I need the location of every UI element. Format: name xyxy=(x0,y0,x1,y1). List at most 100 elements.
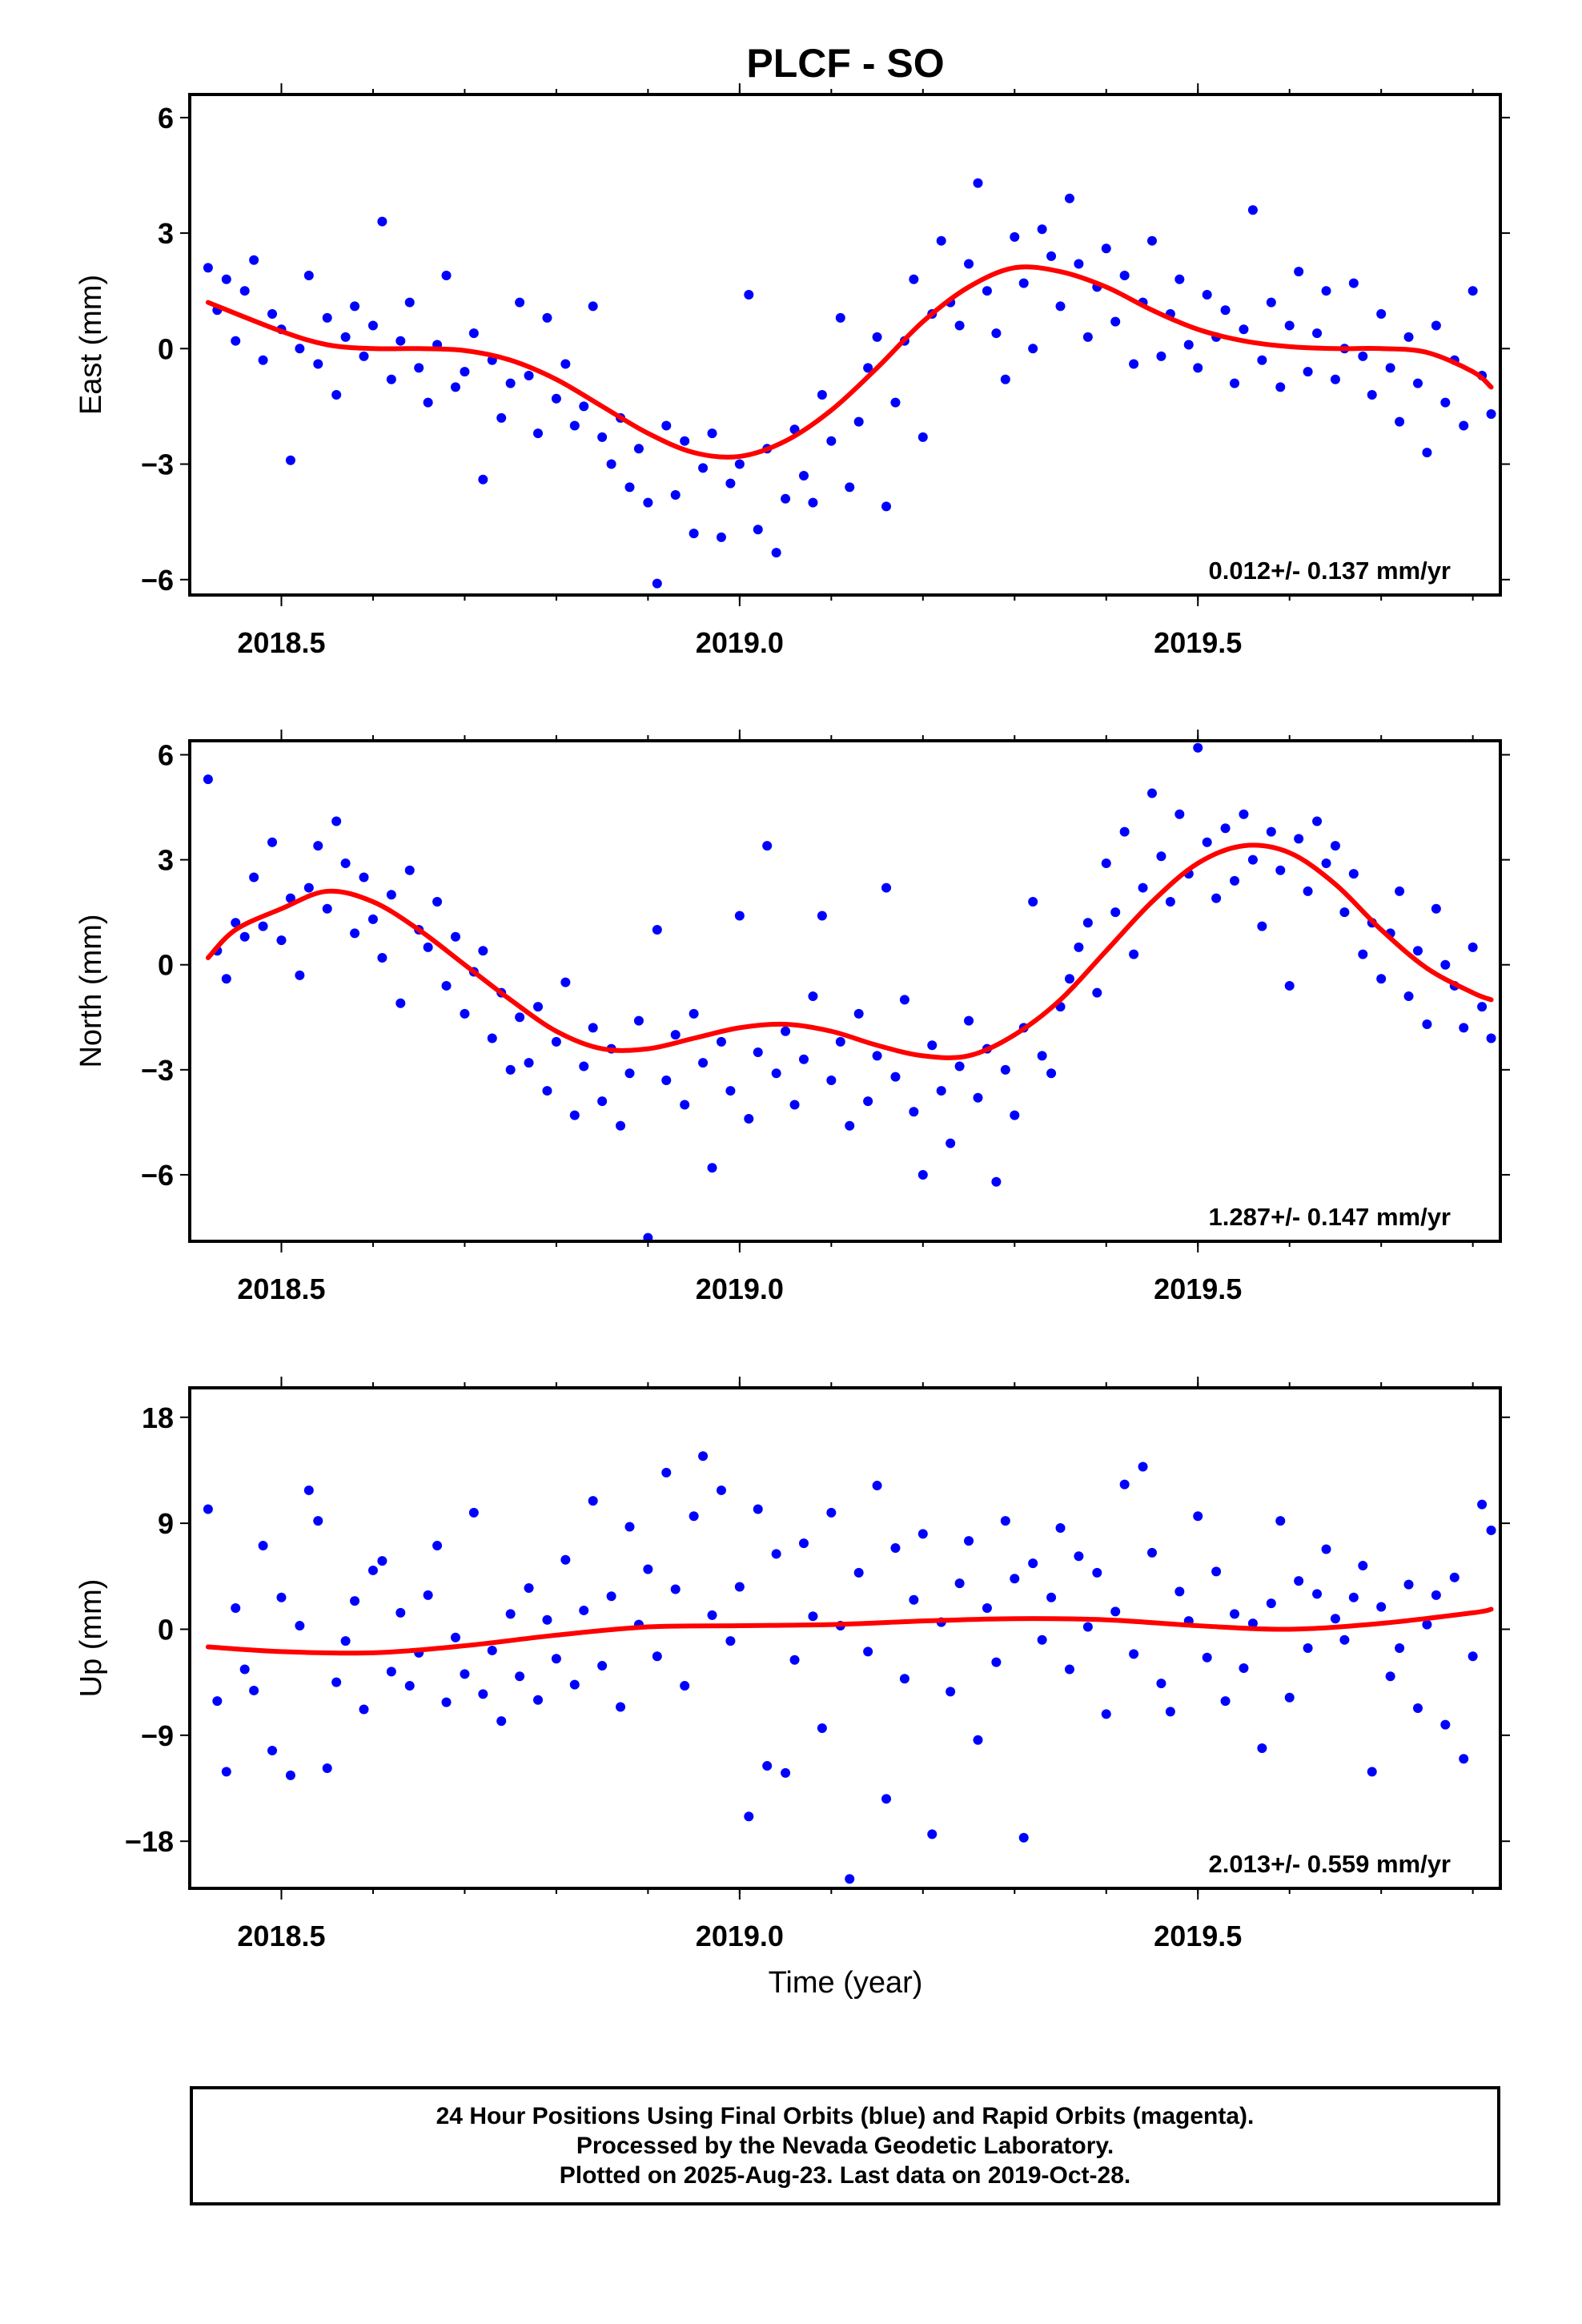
up-data-point xyxy=(423,1590,433,1600)
north-panel: 6 3 0 −3 −6 2018.5 2019.0 2019.5 1.287+/- 0.147 … xyxy=(74,730,1510,1305)
up-velocity-label: 2.013+/- 0.559 mm/yr xyxy=(1209,1850,1451,1878)
north-data-point xyxy=(845,1120,855,1131)
north-data-point xyxy=(1376,974,1387,984)
up-data-point xyxy=(1486,1525,1496,1535)
north-data-point xyxy=(1193,742,1203,753)
up-data-point xyxy=(579,1605,589,1615)
east-data-point xyxy=(1239,324,1249,335)
north-data-point xyxy=(973,1092,983,1103)
north-data-point xyxy=(1284,980,1295,991)
up-data-point xyxy=(1312,1589,1323,1599)
north-data-point xyxy=(616,1120,626,1131)
up-data-point xyxy=(670,1584,681,1594)
up-data-point xyxy=(1330,1614,1340,1624)
north-data-point xyxy=(661,1075,672,1085)
north-ytick-label: 6 xyxy=(158,738,174,771)
north-data-point xyxy=(1230,875,1240,886)
up-data-point xyxy=(1037,1634,1047,1645)
east-data-point xyxy=(1110,316,1121,327)
east-data-point xyxy=(1193,363,1203,373)
north-fit-line xyxy=(205,842,1494,1060)
caption-line-1: 24 Hour Positions Using Final Orbits (bl… xyxy=(436,2103,1255,2129)
east-data-point xyxy=(1266,297,1276,308)
north-data-point xyxy=(881,883,892,893)
east-data-point xyxy=(707,428,717,439)
up-data-point xyxy=(524,1583,534,1593)
east-data-point xyxy=(1230,378,1240,388)
east-data-point xyxy=(954,320,965,331)
east-data-point xyxy=(1468,286,1478,296)
east-ytick-label: 6 xyxy=(158,102,174,135)
north-data-point xyxy=(917,1169,928,1180)
up-data-point xyxy=(1459,1754,1469,1764)
up-data-point xyxy=(853,1567,864,1578)
up-data-point xyxy=(753,1504,763,1514)
north-data-point xyxy=(579,1061,589,1072)
east-data-point xyxy=(863,363,873,373)
caption-line-3: Plotted on 2025-Aug-23. Last data on 201… xyxy=(559,2162,1131,2189)
up-data-point xyxy=(1138,1462,1148,1472)
east-data-point xyxy=(1146,235,1157,246)
east-data-point xyxy=(1010,231,1020,242)
east-data-point xyxy=(798,470,809,480)
up-data-point xyxy=(249,1685,259,1695)
east-data-point xyxy=(285,455,295,465)
north-data-point xyxy=(1440,959,1451,970)
north-data-point xyxy=(817,911,827,921)
north-data-point xyxy=(285,893,295,903)
north-data-point xyxy=(203,774,213,785)
north-data-point xyxy=(1037,1051,1047,1061)
north-data-point xyxy=(331,816,342,826)
up-data-point xyxy=(1230,1609,1240,1619)
north-data-point xyxy=(560,977,571,987)
north-data-point xyxy=(1110,907,1121,918)
north-data-point xyxy=(1174,809,1185,819)
up-data-point xyxy=(1146,1547,1157,1558)
east-data-point xyxy=(533,428,544,439)
east-data-point xyxy=(478,474,488,485)
north-data-point xyxy=(1312,816,1323,826)
north-data-point xyxy=(1000,1064,1010,1075)
up-data-point xyxy=(1129,1649,1139,1659)
north-data-point xyxy=(753,1047,763,1057)
east-data-point xyxy=(1082,332,1093,342)
north-data-point xyxy=(569,1110,580,1120)
up-data-point xyxy=(542,1614,552,1625)
up-data-point xyxy=(616,1702,626,1712)
north-xtick-label: 2019.0 xyxy=(696,1273,784,1305)
north-data-point xyxy=(954,1061,965,1072)
north-data-point xyxy=(295,970,305,980)
up-data-point xyxy=(1284,1692,1295,1703)
east-data-point xyxy=(1174,274,1185,284)
east-data-point xyxy=(423,397,433,408)
up-data-point xyxy=(239,1664,250,1675)
up-data-point xyxy=(1082,1622,1093,1632)
east-data-point xyxy=(1412,378,1423,388)
east-data-point xyxy=(1257,355,1267,365)
north-data-point xyxy=(927,1040,938,1051)
east-data-point xyxy=(716,532,726,542)
east-data-point xyxy=(505,378,516,388)
up-plot-frame xyxy=(188,1386,1502,1890)
up-data-point xyxy=(817,1723,827,1733)
east-data-point xyxy=(890,397,901,408)
up-data-point xyxy=(1000,1516,1010,1526)
east-data-point xyxy=(1183,340,1194,350)
north-xtick-label: 2018.5 xyxy=(237,1273,325,1305)
up-ytick-label: −18 xyxy=(125,1825,174,1858)
up-data-point xyxy=(1395,1643,1405,1653)
up-data-point xyxy=(991,1657,1002,1667)
north-data-point xyxy=(367,914,378,924)
east-data-point xyxy=(936,235,946,246)
east-data-point xyxy=(853,416,864,427)
north-data-point xyxy=(670,1030,681,1040)
east-data-point xyxy=(1376,309,1387,320)
east-data-point xyxy=(606,459,616,469)
east-data-point xyxy=(734,459,745,469)
east-data-point xyxy=(652,578,662,589)
up-data-point xyxy=(441,1697,452,1707)
north-data-point xyxy=(441,980,452,991)
north-data-point xyxy=(551,1036,561,1047)
north-ytick-label: 3 xyxy=(158,844,174,877)
east-ytick-label: 0 xyxy=(158,332,174,365)
